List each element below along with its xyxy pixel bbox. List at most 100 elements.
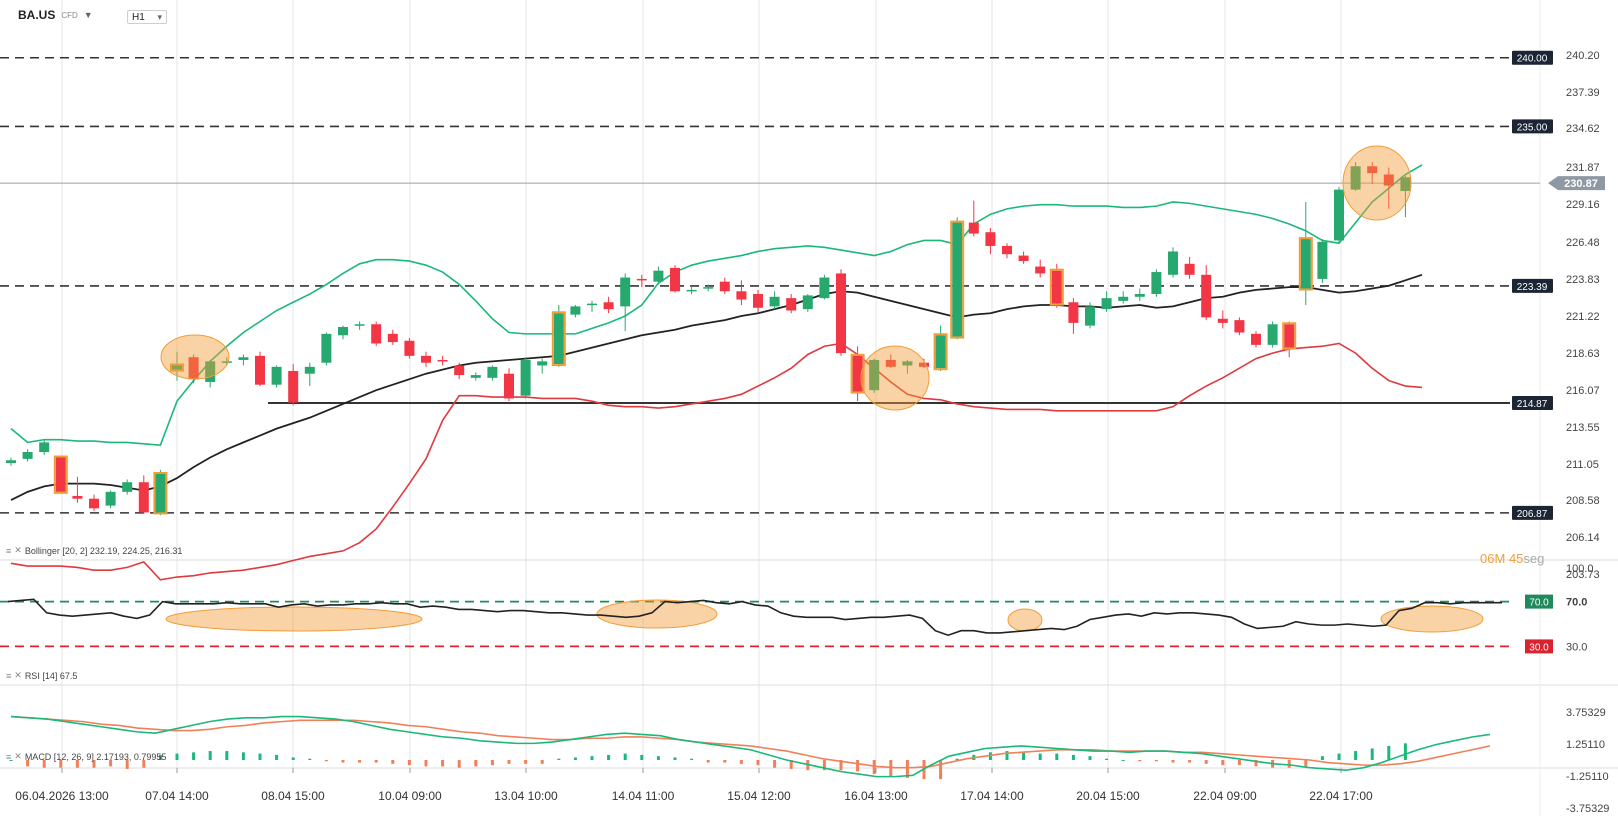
macd-histogram-bar — [358, 760, 362, 763]
caret-down-icon[interactable]: ▼ — [83, 10, 93, 20]
menu-icon[interactable]: ≡ — [6, 751, 12, 762]
macd-histogram-bar — [109, 760, 113, 767]
y-tick-label: 229.16 — [1566, 199, 1600, 211]
timeframe-select[interactable]: H1 ▾ — [127, 10, 167, 24]
candle-bear — [454, 365, 465, 376]
macd-histogram-bar — [374, 760, 378, 763]
macd-histogram-bar — [507, 760, 511, 764]
macd-histogram-bar — [905, 760, 909, 778]
bollinger-bands — [10, 164, 1423, 581]
candle-highlight-marker — [53, 455, 68, 494]
candle-bear — [504, 373, 514, 399]
candle-bull — [105, 491, 116, 506]
macd-histogram-bar — [673, 757, 677, 760]
close-icon[interactable]: ✕ — [14, 670, 22, 680]
macd-histogram-bar — [739, 760, 743, 764]
macd-histogram-bar — [424, 760, 428, 767]
candle-bear — [885, 359, 896, 367]
close-icon[interactable]: ✕ — [14, 545, 22, 555]
macd-tick-label: 1.25110 — [1566, 739, 1605, 751]
symbol-name[interactable]: BA.US — [18, 8, 56, 22]
candle-bear — [404, 340, 415, 356]
candle-bull — [6, 460, 16, 463]
candle-highlight-marker — [1282, 322, 1297, 350]
macd-histogram-bar — [1088, 756, 1092, 760]
macd-histogram-bar — [291, 757, 295, 760]
macd-pane — [9, 715, 1491, 780]
candle-bull — [686, 289, 697, 292]
menu-icon[interactable]: ≡ — [6, 545, 12, 556]
price-level-tag — [1512, 395, 1553, 410]
bollinger-upper-line — [10, 164, 1423, 446]
candle-bull — [271, 366, 282, 385]
candle-bear — [852, 355, 863, 392]
candle-bull — [487, 366, 498, 378]
price-level-label: 235.00 — [1517, 122, 1548, 133]
macd-legend[interactable]: ≡ ✕ MACD [12, 26, 9] 2.17193, 0.79955 — [6, 751, 166, 762]
macd-histogram-bar — [26, 760, 30, 767]
macd-histogram-bar — [441, 760, 445, 767]
candle-bull — [1168, 251, 1178, 275]
candle-bear — [138, 482, 149, 513]
candle-bull — [221, 361, 232, 363]
close-icon[interactable]: ✕ — [14, 751, 22, 761]
macd-histogram-bar — [225, 751, 229, 760]
candle-bear — [719, 281, 730, 292]
macd-histogram-bar — [158, 754, 162, 760]
bollinger-legend[interactable]: ≡ ✕ Bollinger [20, 2] 232.19, 224.25, 21… — [6, 545, 182, 556]
candle-highlight-marker — [1049, 268, 1064, 306]
price-level-label: 240.00 — [1517, 54, 1548, 65]
candle-bull — [304, 366, 315, 374]
candle-bear — [670, 267, 680, 292]
x-tick-label: 15.04 12:00 — [727, 789, 791, 803]
macd-histogram-bar — [407, 760, 411, 766]
x-tick-label: 07.04 14:00 — [145, 789, 209, 803]
candle-bull — [1118, 296, 1129, 301]
macd-histogram-bar — [1105, 758, 1109, 760]
rsi-legend[interactable]: ≡ ✕ RSI [14] 67.5 — [6, 670, 77, 681]
candle-bear — [1383, 174, 1394, 186]
rsi-highlight-ellipse — [1380, 605, 1484, 633]
instrument-header: BA.US CFD ▼ — [18, 8, 93, 22]
macd-histogram-bar — [75, 760, 79, 768]
candle-bull — [769, 296, 780, 307]
candle-bear — [421, 355, 431, 363]
bollinger-middle-line — [10, 273, 1423, 501]
candle-bull — [238, 357, 249, 360]
macd-histogram-bar — [856, 760, 860, 772]
macd-histogram-bar — [341, 760, 345, 763]
candle-highlight-marker — [850, 353, 865, 394]
macd-histogram-bar — [59, 760, 63, 768]
candle-bear — [1251, 333, 1261, 345]
macd-signal-line — [10, 715, 1491, 769]
macd-histogram-bar — [607, 754, 611, 760]
macd-histogram-bar — [1022, 752, 1026, 760]
price-level-tag — [1512, 50, 1553, 65]
candle-bull — [819, 277, 830, 299]
macd-histogram-bar — [1221, 760, 1225, 766]
x-tick-label: 14.04 11:00 — [612, 789, 675, 803]
highlight-markers — [160, 145, 1412, 411]
menu-icon[interactable]: ≡ — [6, 670, 12, 681]
candle-bear — [55, 457, 66, 492]
macd-histogram-bar — [474, 760, 478, 767]
macd-histogram-bar — [391, 760, 395, 764]
macd-histogram-bar — [756, 760, 760, 766]
macd-histogram-bar — [573, 757, 577, 760]
candle-bear — [188, 357, 199, 380]
candle-bull — [470, 375, 481, 378]
candle-bull — [205, 361, 216, 382]
candle-bear — [1234, 320, 1245, 333]
macd-line — [10, 715, 1491, 778]
candle-bull — [570, 306, 581, 315]
candle-bear — [89, 498, 99, 509]
macd-histogram-bar — [540, 760, 544, 764]
macd-histogram-bar — [9, 760, 13, 761]
macd-histogram-bar — [175, 753, 179, 760]
candle-bear — [1051, 270, 1062, 304]
candle-highlight-marker — [170, 363, 184, 372]
y-tick-label: 211.05 — [1566, 459, 1599, 471]
candle-highlight-marker — [551, 311, 566, 367]
rsi-tick-label: 30.0 — [1566, 641, 1587, 653]
